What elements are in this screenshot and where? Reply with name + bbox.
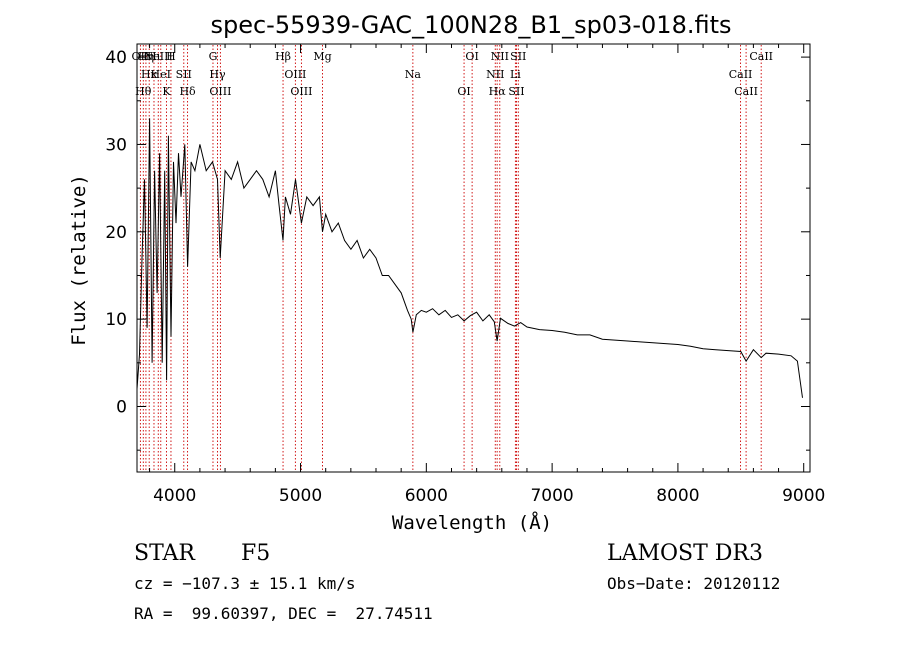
plot-frame: [136, 43, 811, 473]
spectral-line-label: CaII: [749, 50, 773, 63]
spectral-line-label: H: [166, 50, 176, 63]
chart-title: spec-55939-GAC_100N28_B1_sp03-018.fits: [210, 11, 731, 39]
spectral-line-markers: [139, 45, 762, 471]
x-axis-label: Wavelength (Å): [392, 511, 552, 534]
spectral-line-label: CaII: [729, 68, 753, 81]
coordinates: RA = 99.60397, DEC = 27.74511: [134, 604, 433, 623]
spectrum-series-line: [136, 118, 803, 398]
observation-date: Obs−Date: 20120112: [607, 574, 781, 593]
spectral-line-label: Li: [510, 68, 521, 81]
y-tick-label: 0: [116, 397, 127, 417]
spectral-line-label: Na: [405, 68, 422, 81]
spectral-line-label: Hδ: [179, 85, 196, 98]
spectral-line-label: OI: [457, 85, 470, 98]
spectral-line-label: OIII: [284, 68, 306, 81]
y-tick-label: 40: [105, 48, 127, 68]
spectral-line-label: NII: [486, 68, 504, 81]
spectral-line-label: Hκ: [141, 68, 158, 81]
x-tick-label: 9000: [782, 486, 825, 506]
spectral-line-label: SII: [176, 68, 192, 81]
survey-name: LAMOST DR3: [607, 541, 763, 566]
spectral-line-label: OI: [465, 50, 478, 63]
spectral-line-label: NeIII: [144, 50, 173, 63]
spectral-line-labels: OIIHθHηHκHιNeIIIHeIKHSIIHδGHγOIIIHβOIIIO…: [132, 50, 773, 98]
x-tick-label: 8000: [656, 486, 699, 506]
spectral-line-label: Hγ: [209, 68, 226, 81]
x-tick-label: 5000: [279, 486, 322, 506]
spectral-line-label: NII: [491, 50, 509, 63]
spectral-line-label: CaII: [734, 85, 758, 98]
spectral-line-label: Hθ: [135, 85, 152, 98]
spectral-line-label: G: [209, 50, 218, 63]
spectral-line-label: HeI: [151, 68, 171, 81]
redshift-velocity: cz = −107.3 ± 15.1 km/s: [134, 574, 356, 593]
spectral-line-label: SII: [510, 50, 526, 63]
spectral-line-label: OIII: [290, 85, 312, 98]
spectral-line-label: OIII: [209, 85, 231, 98]
object-class: STAR: [134, 541, 195, 566]
x-tick-label: 6000: [405, 486, 448, 506]
spectral-line-label: Hβ: [275, 50, 291, 63]
spectral-line-label: OII: [132, 50, 150, 63]
axis-ticks: 4000 5000 6000 7000 8000 9000 0 10 20 30 40: [105, 44, 825, 506]
y-tick-label: 10: [105, 310, 127, 330]
spectral-line-label: Hη: [138, 50, 154, 63]
spectral-line-label: Hα: [489, 85, 507, 98]
x-tick-label: 4000: [153, 486, 196, 506]
subclass: F5: [241, 541, 271, 566]
x-tick-label: 7000: [530, 486, 573, 506]
y-tick-label: 20: [105, 223, 127, 243]
y-axis-label: Flux (relative): [68, 174, 90, 346]
spectral-line-label: SII: [508, 85, 524, 98]
y-tick-label: 30: [105, 135, 127, 155]
spectral-line-label: Hι: [147, 50, 161, 63]
spectral-line-label: K: [162, 85, 171, 98]
spectral-line-label: Mg: [313, 50, 331, 63]
